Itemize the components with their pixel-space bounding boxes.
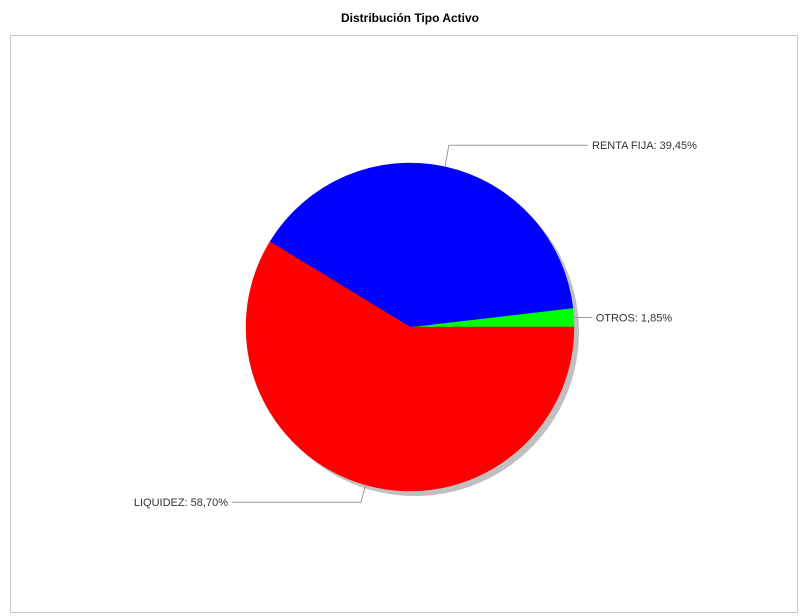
slice-label-liquidez: LIQUIDEZ: 58,70% [134, 497, 228, 509]
chart-title: Distribución Tipo Activo [341, 11, 479, 25]
pie-slices [245, 162, 575, 492]
leader-line-liquidez [232, 484, 367, 503]
pie-slice-liquidez [245, 241, 575, 492]
slice-label-renta-fija: RENTA FIJA: 39,45% [592, 140, 697, 152]
leader-line-renta-fija [444, 144, 588, 167]
slice-label-otros: OTROS: 1,85% [596, 313, 673, 325]
slice-labels: OTROS: 1,85% RENTA FIJA: 39,45% LIQUIDEZ: … [134, 140, 697, 509]
pie-slice-renta-fija [269, 162, 574, 328]
